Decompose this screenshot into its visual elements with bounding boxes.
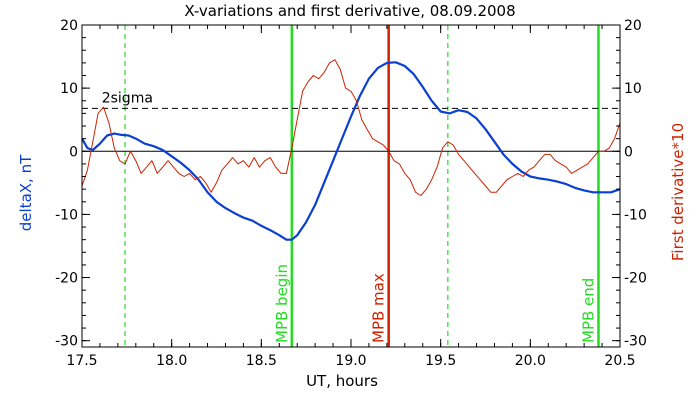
label-layer: MPB begin MPB max MPB end 2sigma [102, 90, 598, 343]
marker-label-2: MPB max [370, 273, 388, 343]
axes-layer: 17.5 18.0 18.5 19.0 19.5 20.0 20.5 -30 -30 -20 -20… [55, 18, 647, 369]
reference-lines [82, 107, 620, 152]
series-derivative-line [81, 59, 621, 196]
series-layer [81, 59, 621, 241]
y-tick-label-left: 20 [60, 18, 78, 34]
y-tick-label-right: 0 [624, 144, 633, 160]
y-tick-label-right: 20 [624, 18, 642, 34]
y-tick-label-right: 10 [624, 81, 642, 97]
plot-frame [81, 24, 621, 348]
y-tick-label-right: -30 [624, 334, 647, 350]
x-tick-label: 20.5 [604, 353, 635, 369]
y-tick-label-right: -10 [624, 207, 647, 223]
x-tick-label: 17.5 [66, 353, 97, 369]
x-tick-label: 20.0 [515, 353, 546, 369]
x-axis-label: UT, hours [306, 372, 378, 390]
y-axis-label-right: First derivative*10 [669, 123, 687, 261]
x-tick-label: 18.5 [246, 353, 277, 369]
y-tick-label-left: 0 [69, 144, 78, 160]
y-tick-label-left: -20 [55, 271, 78, 287]
marker-label-3: MPB end [579, 278, 597, 343]
marker-label-1: MPB begin [273, 264, 291, 343]
y-tick-label-right: -20 [624, 271, 647, 287]
y-axis-label-left: deltaX, nT [17, 154, 35, 231]
chart-title: X-variations and first derivative, 08.09… [184, 2, 515, 20]
y-tick-label-left: -10 [55, 207, 78, 223]
x-tick-label: 19.0 [335, 353, 366, 369]
sigma-label: 2sigma [102, 90, 153, 106]
x-tick-label: 18.0 [156, 353, 187, 369]
y-tick-label-left: -30 [55, 334, 78, 350]
x-tick-label: 19.5 [425, 353, 456, 369]
y-tick-label-left: 10 [60, 81, 78, 97]
marker-layer [124, 25, 600, 347]
